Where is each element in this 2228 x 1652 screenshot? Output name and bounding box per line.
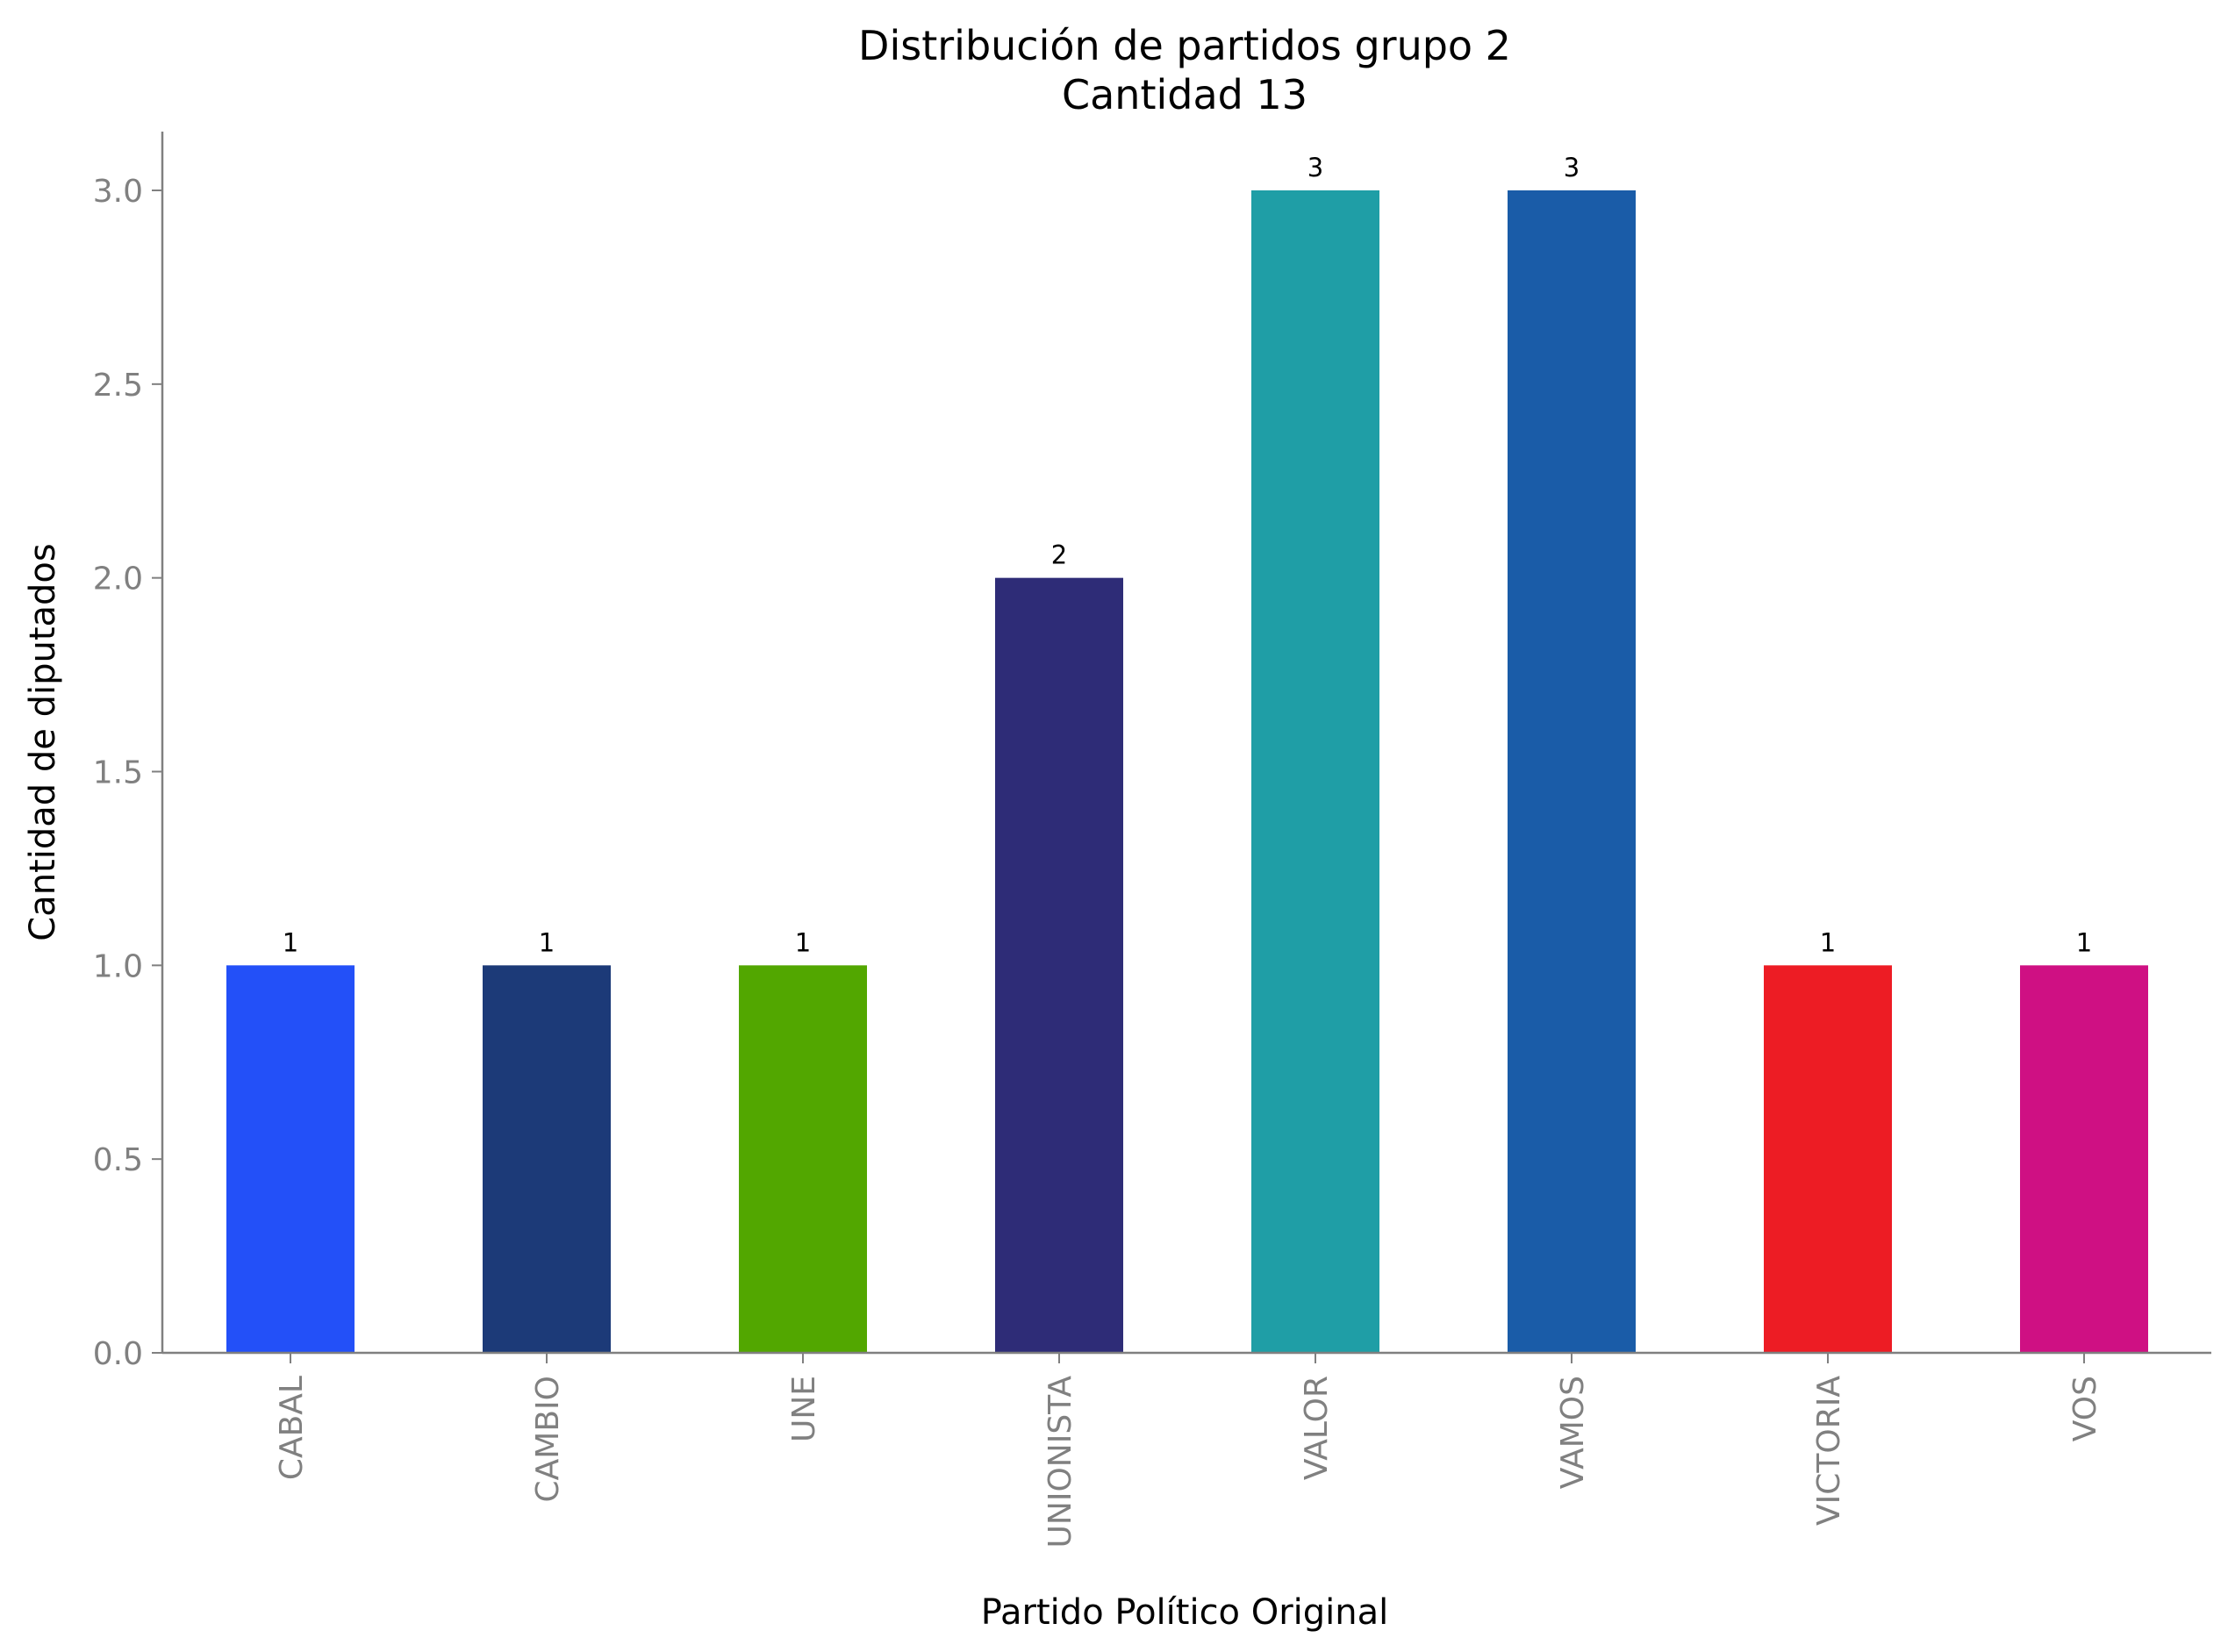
- x-tick-label-vos: VOS: [2067, 1376, 2103, 1441]
- chart-title-line-2: Cantidad 13: [1062, 71, 1307, 118]
- bar-vamos: [1508, 190, 1636, 1353]
- y-axis-label: Cantidad de diputados: [23, 543, 63, 940]
- x-tick-label-victoria: VICTORIA: [1811, 1376, 1847, 1526]
- data-labels-group: 1 1 1 2 3 3 1 1: [283, 153, 2092, 957]
- x-axis-label: Partido Político Original: [981, 1592, 1389, 1633]
- data-label-une: 1: [795, 927, 811, 957]
- y-tick-label: 3.0: [93, 174, 143, 210]
- bar-cabal: [226, 965, 355, 1353]
- x-tick-label-une: UNE: [786, 1376, 822, 1442]
- y-tick-label: 1.0: [93, 948, 143, 984]
- y-tick-label: 0.0: [93, 1336, 143, 1372]
- bar-valor: [1251, 190, 1379, 1353]
- chart-title-line-1: Distribución de partidos grupo 2: [858, 22, 1511, 69]
- bar-une: [739, 965, 867, 1353]
- data-label-vos: 1: [2076, 927, 2092, 957]
- x-tick-label-valor: VALOR: [1299, 1376, 1335, 1480]
- x-ticks-group: CABAL CAMBIO UNE UNIONISTA VALOR VAMOS VICTORI…: [274, 1353, 2103, 1548]
- y-tick-label: 2.5: [93, 368, 143, 404]
- data-label-vamos: 3: [1564, 153, 1580, 182]
- data-label-unionista: 2: [1051, 540, 1067, 570]
- bar-unionista: [995, 577, 1123, 1353]
- y-tick-label: 1.5: [93, 755, 143, 791]
- x-tick-label-cambio: CAMBIO: [530, 1376, 566, 1502]
- bar-victoria: [1764, 965, 1892, 1353]
- y-ticks-group: 0.0 0.5 1.0 1.5 2.0 2.5 3.0: [93, 174, 162, 1372]
- bars-group: [226, 190, 2148, 1353]
- data-label-victoria: 1: [1820, 927, 1836, 957]
- data-label-cabal: 1: [283, 927, 298, 957]
- bar-vos: [2020, 965, 2148, 1353]
- x-tick-label-cabal: CABAL: [274, 1376, 310, 1480]
- y-tick-label: 0.5: [93, 1142, 143, 1178]
- x-tick-label-unionista: UNIONISTA: [1042, 1376, 1078, 1548]
- data-label-cambio: 1: [539, 927, 555, 957]
- data-label-valor: 3: [1307, 153, 1323, 182]
- y-tick-label: 2.0: [93, 561, 143, 597]
- x-tick-label-vamos: VAMOS: [1555, 1376, 1591, 1489]
- bar-cambio: [483, 965, 611, 1353]
